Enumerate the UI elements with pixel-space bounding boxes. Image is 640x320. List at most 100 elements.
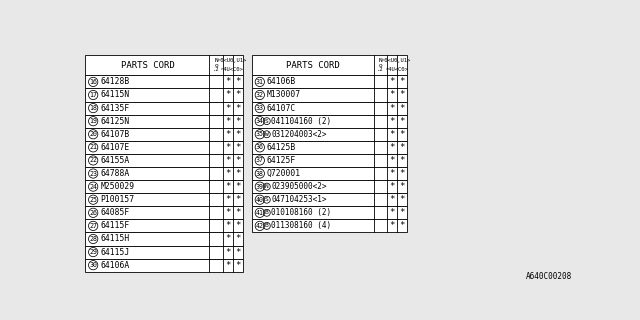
Text: 64788A: 64788A <box>100 169 129 178</box>
Text: *: * <box>235 117 241 126</box>
Text: *: * <box>389 143 395 152</box>
Text: *: * <box>225 248 230 257</box>
Text: B: B <box>265 223 269 228</box>
Text: *: * <box>399 117 404 126</box>
Text: 20: 20 <box>89 131 97 137</box>
Text: *: * <box>389 104 395 113</box>
Text: *: * <box>225 77 230 86</box>
Text: *: * <box>225 143 230 152</box>
Text: *: * <box>399 195 404 204</box>
Bar <box>85 232 243 245</box>
Text: 27: 27 <box>89 223 97 229</box>
Text: 031204003<2>: 031204003<2> <box>271 130 327 139</box>
Text: 64135F: 64135F <box>100 104 129 113</box>
Text: *: * <box>225 195 230 204</box>
Text: *: * <box>225 182 230 191</box>
Text: 041104160 (2): 041104160 (2) <box>271 117 332 126</box>
Text: *: * <box>399 221 404 230</box>
Text: 36: 36 <box>256 144 264 150</box>
Text: 64085F: 64085F <box>100 208 129 217</box>
Text: *: * <box>399 156 404 165</box>
Text: *: * <box>235 208 241 217</box>
Text: 64107B: 64107B <box>100 130 129 139</box>
Text: *: * <box>389 195 395 204</box>
Text: 29: 29 <box>89 249 97 255</box>
Text: 25: 25 <box>89 197 97 203</box>
Bar <box>85 259 243 272</box>
Text: 64125N: 64125N <box>100 117 129 126</box>
Text: 64115J: 64115J <box>100 248 129 257</box>
Text: W: W <box>265 132 269 137</box>
Text: *: * <box>389 91 395 100</box>
Text: *: * <box>235 169 241 178</box>
Text: *: * <box>235 182 241 191</box>
Text: *: * <box>389 221 395 230</box>
Text: 24: 24 <box>89 184 97 190</box>
Text: *: * <box>389 77 395 86</box>
Text: *: * <box>389 130 395 139</box>
Bar <box>85 55 243 75</box>
Text: *: * <box>389 117 395 126</box>
Bar <box>85 101 243 115</box>
Text: *: * <box>225 208 230 217</box>
Bar <box>85 128 243 141</box>
Text: *: * <box>235 235 241 244</box>
Text: S: S <box>265 197 269 202</box>
Text: 64106B: 64106B <box>267 77 296 86</box>
Text: 19: 19 <box>89 118 97 124</box>
Bar <box>252 167 407 180</box>
Text: 21: 21 <box>89 144 97 150</box>
Text: 23: 23 <box>89 171 97 177</box>
Text: 39: 39 <box>256 184 264 190</box>
Text: N: N <box>378 59 382 63</box>
Text: 41: 41 <box>256 210 264 216</box>
Bar <box>252 180 407 193</box>
Text: 28: 28 <box>89 236 97 242</box>
Text: 64155A: 64155A <box>100 156 129 165</box>
Text: 30: 30 <box>89 262 97 268</box>
Bar <box>252 101 407 115</box>
Text: P100157: P100157 <box>100 195 134 204</box>
Bar <box>85 193 243 206</box>
Text: *: * <box>399 91 404 100</box>
Text: M250029: M250029 <box>100 182 134 191</box>
Text: 010108160 (2): 010108160 (2) <box>271 208 332 217</box>
Bar <box>252 128 407 141</box>
Text: o: o <box>378 63 382 68</box>
Text: *: * <box>235 221 241 230</box>
Text: *: * <box>235 156 241 165</box>
Bar <box>252 115 407 128</box>
Bar <box>85 154 243 167</box>
Text: 26: 26 <box>89 210 97 216</box>
Text: *: * <box>225 235 230 244</box>
Bar <box>252 141 407 154</box>
Text: A640C00208: A640C00208 <box>526 272 572 281</box>
Bar <box>252 55 407 75</box>
Bar <box>85 180 243 193</box>
Text: *: * <box>399 104 404 113</box>
Bar <box>252 154 407 167</box>
Text: *: * <box>235 91 241 100</box>
Text: .2: .2 <box>377 67 383 72</box>
Bar <box>85 245 243 259</box>
Text: *: * <box>399 182 404 191</box>
Text: 011308160 (4): 011308160 (4) <box>271 221 332 230</box>
Text: *: * <box>225 117 230 126</box>
Text: *: * <box>399 77 404 86</box>
Text: 31: 31 <box>256 79 264 85</box>
Text: 33: 33 <box>256 105 264 111</box>
Text: 22: 22 <box>89 157 97 164</box>
Text: 64107E: 64107E <box>100 143 129 152</box>
Text: PARTS CORD: PARTS CORD <box>120 61 174 70</box>
Text: 023905000<2>: 023905000<2> <box>271 182 327 191</box>
Text: *: * <box>225 91 230 100</box>
Text: 64106A: 64106A <box>100 261 129 270</box>
Text: PARTS CORD: PARTS CORD <box>286 61 340 70</box>
Bar <box>252 193 407 206</box>
Text: 32: 32 <box>256 92 264 98</box>
Text: *: * <box>235 261 241 270</box>
Text: *: * <box>225 261 230 270</box>
Text: 38: 38 <box>256 171 264 177</box>
Text: 37: 37 <box>256 157 264 164</box>
Text: *: * <box>399 169 404 178</box>
